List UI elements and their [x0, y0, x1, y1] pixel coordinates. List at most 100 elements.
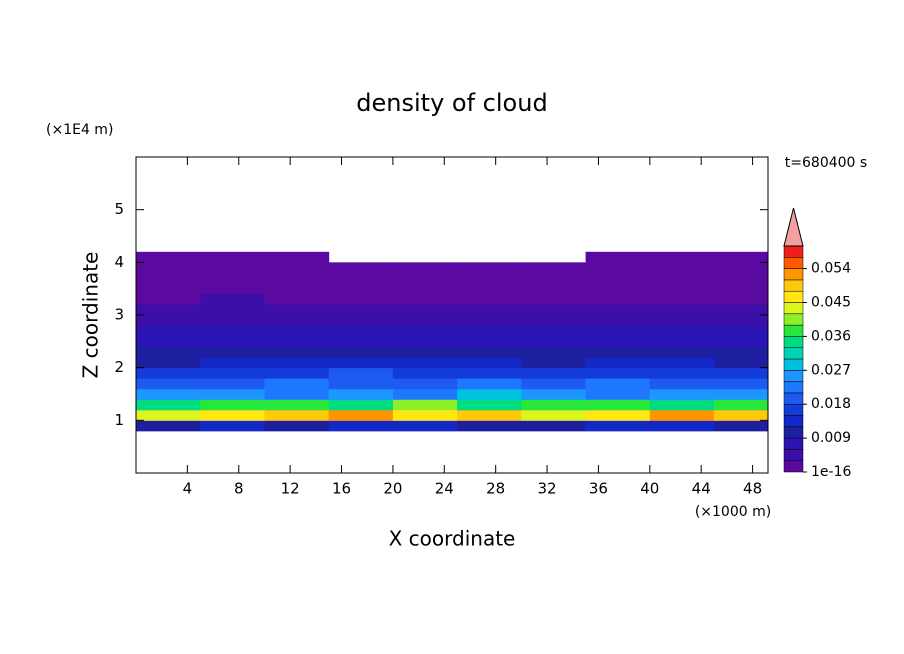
contour-cell	[264, 388, 330, 400]
contour-cell	[136, 336, 201, 348]
x-tick-label: 8	[234, 480, 244, 498]
contour-cell	[649, 315, 715, 327]
contour-cell	[136, 409, 201, 421]
contour-cell	[714, 388, 768, 400]
contour-cell	[136, 420, 201, 432]
contour-cell	[200, 357, 265, 369]
contour-cell	[136, 388, 201, 400]
contour-cell	[521, 272, 587, 284]
colorbar-bin	[783, 358, 804, 371]
colorbar-bin	[783, 381, 804, 394]
contour-cell	[136, 304, 201, 316]
colorbar-tick-label: 0.045	[811, 295, 851, 311]
contour-cell	[649, 325, 715, 337]
colorbar-bin	[783, 415, 804, 428]
contour-cell	[264, 325, 330, 337]
contour-cell	[264, 315, 330, 327]
contour-cell	[392, 272, 458, 284]
contour-cell	[649, 346, 715, 358]
contour-cell	[457, 315, 522, 327]
contour-cell	[200, 378, 265, 390]
colorbar-bin	[783, 290, 804, 303]
contour-cell	[521, 409, 587, 421]
contour-cell	[136, 283, 201, 295]
contour-cell	[200, 251, 265, 263]
contour-cell	[585, 293, 651, 305]
contour-cell	[200, 336, 265, 348]
contour-cell	[649, 357, 715, 369]
contour-cell	[136, 399, 201, 411]
y-tick-label: 1	[114, 411, 124, 429]
contour-cell	[714, 420, 768, 432]
contour-cell	[521, 378, 587, 390]
colorbar-tick-label: 0.027	[811, 362, 851, 378]
contour-cell	[328, 399, 394, 411]
contour-cell	[264, 378, 330, 390]
contour-cell	[392, 399, 458, 411]
contour-cell	[328, 420, 394, 432]
contour-cell	[328, 325, 394, 337]
contour-cell	[649, 293, 715, 305]
contour-cell	[200, 315, 265, 327]
contour-cell	[521, 336, 587, 348]
contour-cell	[392, 262, 458, 274]
colorbar-tick-label: 0.009	[811, 430, 851, 446]
x-tick-label: 44	[692, 480, 711, 498]
y-tick-label: 5	[114, 200, 124, 218]
contour-cell	[585, 346, 651, 358]
contour-cell	[457, 262, 522, 274]
contour-cell	[200, 304, 265, 316]
contour-cell	[521, 325, 587, 337]
contour-cell	[328, 315, 394, 327]
contour-cell	[585, 262, 651, 274]
colorbar-bin	[783, 257, 804, 269]
contour-cell	[328, 262, 394, 274]
x-axis-label: X coordinate	[389, 527, 516, 551]
x-tick-label: 12	[281, 480, 300, 498]
contour-cell	[649, 367, 715, 379]
contour-cell	[136, 293, 201, 305]
contour-cell	[649, 272, 715, 284]
contour-cell	[200, 346, 265, 358]
contour-cell	[649, 420, 715, 432]
contour-cell	[264, 336, 330, 348]
contour-cell	[392, 420, 458, 432]
colorbar-bin	[783, 336, 804, 348]
contour-cell	[585, 388, 651, 400]
contour-cell	[264, 262, 330, 274]
colorbar-bin	[783, 460, 804, 473]
contour-cell	[649, 409, 715, 421]
contour-cell	[521, 357, 587, 369]
contour-cell	[328, 388, 394, 400]
contour-cell	[714, 283, 768, 295]
contour-cell	[264, 272, 330, 284]
contour-cell	[714, 378, 768, 390]
contour-cell	[328, 336, 394, 348]
contour-cell	[200, 262, 265, 274]
contour-cell	[264, 293, 330, 305]
contour-cell	[585, 251, 651, 263]
colorbar-bin	[783, 370, 804, 382]
contour-cell	[714, 293, 768, 305]
contour-cell	[392, 346, 458, 358]
contour-cell	[457, 293, 522, 305]
contour-cell	[264, 346, 330, 358]
contour-cell	[585, 367, 651, 379]
contour-cell	[200, 388, 265, 400]
contour-cell	[585, 399, 651, 411]
y-tick-label: 2	[114, 358, 124, 376]
contour-cell	[392, 325, 458, 337]
contour-cell	[392, 357, 458, 369]
y-tick-label: 4	[114, 253, 124, 271]
contour-cell	[328, 283, 394, 295]
x-tick-label: 36	[589, 480, 608, 498]
colorbar-bin	[783, 403, 804, 416]
contour-cell	[521, 283, 587, 295]
contour-cell	[328, 304, 394, 316]
contour-cell	[585, 336, 651, 348]
contour-cell	[585, 304, 651, 316]
contour-cell	[714, 367, 768, 379]
contour-cell	[264, 251, 330, 263]
contour-cell	[457, 367, 522, 379]
colorbar-tick-label: 1e-16	[811, 464, 851, 480]
